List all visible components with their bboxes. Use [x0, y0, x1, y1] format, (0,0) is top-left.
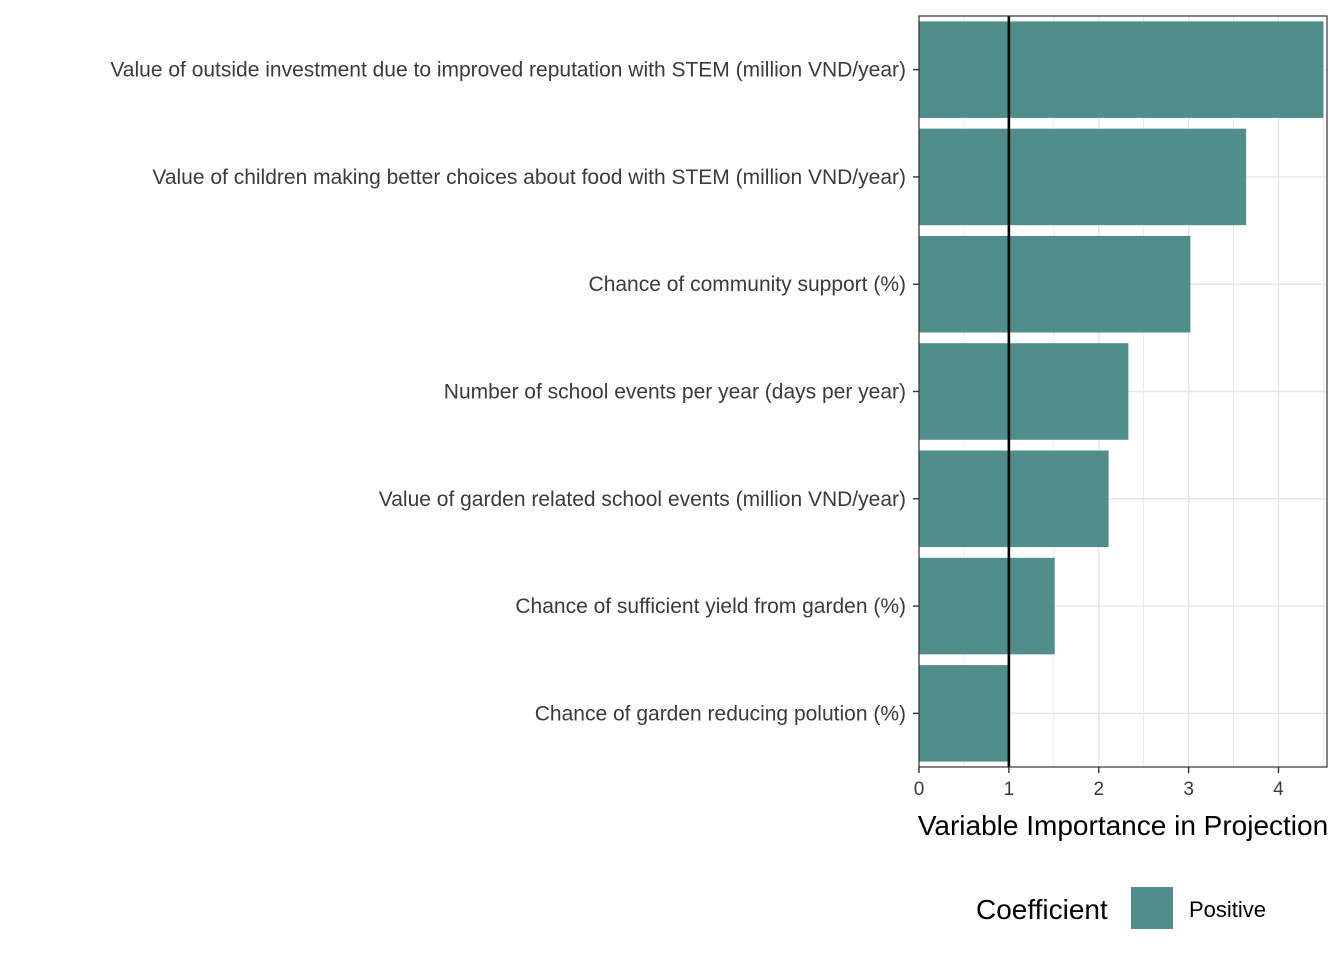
bar-6: [919, 665, 1009, 762]
x-axis-title: Variable Importance in Projection: [918, 810, 1328, 841]
category-label-3: Number of school events per year (days p…: [444, 381, 906, 404]
y-axis: Value of outside investment due to impro…: [110, 59, 919, 725]
bar-4: [919, 450, 1109, 548]
category-label-0: Value of outside investment due to impro…: [110, 59, 906, 82]
bar-2: [919, 235, 1191, 333]
legend-title: Coefficient: [976, 894, 1108, 925]
category-label-2: Chance of community support (%): [589, 273, 906, 296]
category-label-6: Chance of garden reducing polution (%): [535, 702, 906, 725]
x-tick-label-2: 2: [1093, 779, 1104, 800]
bar-0: [919, 21, 1324, 118]
legend: Coefficient Positive: [976, 887, 1266, 929]
bar-3: [919, 343, 1129, 440]
x-tick-label-4: 4: [1273, 779, 1284, 800]
x-tick-label-0: 0: [914, 779, 925, 800]
bar-5: [919, 557, 1055, 655]
category-label-1: Value of children making better choices …: [152, 166, 906, 189]
x-axis: 0 1 2 3 4: [914, 767, 1284, 800]
x-tick-label-1: 1: [1004, 779, 1015, 800]
bars: [919, 21, 1324, 762]
category-label-4: Value of garden related school events (m…: [379, 488, 906, 511]
category-label-5: Chance of sufficient yield from garden (…: [515, 595, 906, 618]
legend-label-positive: Positive: [1189, 897, 1266, 922]
legend-key-positive: [1131, 887, 1173, 929]
x-tick-label-3: 3: [1183, 779, 1194, 800]
bar-1: [919, 128, 1247, 226]
